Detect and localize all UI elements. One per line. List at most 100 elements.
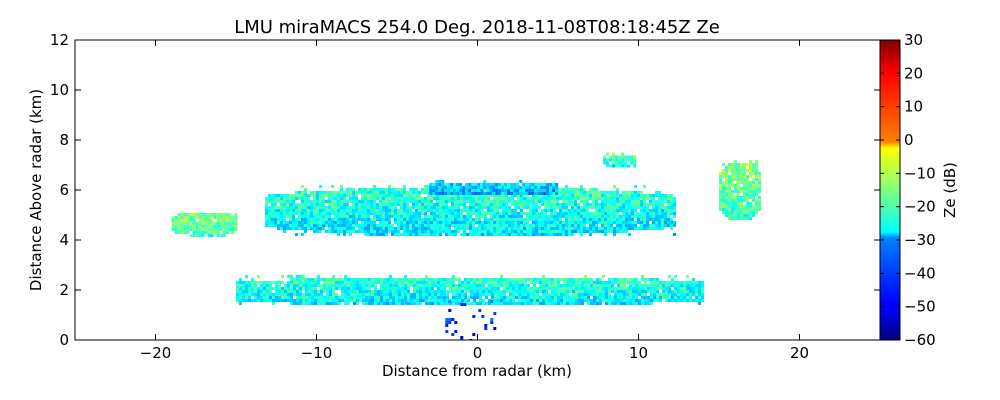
ze-cell (670, 224, 673, 227)
ze-cell (592, 221, 595, 224)
ze-cell (428, 302, 431, 305)
ze-cell (649, 209, 652, 212)
ze-cell (650, 284, 653, 287)
ze-cell (515, 302, 518, 305)
ze-cell (483, 192, 487, 195)
ze-cell (743, 172, 746, 175)
ze-cell (673, 233, 676, 236)
ze-cell (595, 191, 598, 194)
ze-cell (743, 193, 746, 196)
ze-cell (601, 224, 604, 227)
ze-cell (459, 183, 463, 186)
ze-cell (301, 200, 304, 203)
ze-cell (544, 233, 547, 236)
ze-cell (367, 224, 370, 227)
ze-cell (331, 227, 334, 230)
ze-cell (740, 211, 743, 214)
ze-cell (335, 299, 338, 302)
ze-cell (478, 197, 481, 200)
ze-cell (467, 302, 470, 305)
ze-cell (674, 293, 677, 296)
ze-cell (637, 191, 640, 194)
ze-cell (421, 233, 424, 236)
ze-cell (352, 230, 355, 233)
ze-cell (512, 287, 515, 290)
ze-cell (272, 302, 275, 305)
ze-cell (380, 284, 383, 287)
ze-cell (458, 302, 461, 305)
ze-cell (734, 160, 737, 163)
ze-cell (317, 278, 320, 281)
ze-cell (532, 206, 535, 209)
ze-cell (626, 302, 629, 305)
ze-cell (520, 209, 523, 212)
ze-cell (295, 209, 298, 212)
ze-cell (737, 202, 740, 205)
ze-cell (743, 211, 746, 214)
ze-cell (599, 290, 602, 293)
ze-cell (257, 299, 260, 302)
ze-cell (583, 221, 586, 224)
ze-cell (481, 197, 484, 200)
ze-cell (609, 164, 613, 168)
ze-cell (479, 278, 482, 281)
ze-cell (269, 296, 272, 299)
ze-cell (465, 186, 469, 189)
ze-cell (180, 222, 184, 225)
ze-cell (419, 284, 422, 287)
ze-cell (587, 293, 590, 296)
ze-cell (592, 206, 595, 209)
ze-cell (463, 209, 466, 212)
ze-cell (619, 224, 622, 227)
ze-cell (283, 209, 286, 212)
ze-cell (466, 227, 469, 230)
ze-cell (725, 199, 728, 202)
ze-cell (511, 215, 514, 218)
ze-cell (740, 202, 743, 205)
ze-cell (481, 221, 484, 224)
ze-cell (293, 290, 296, 293)
ze-cell (631, 203, 634, 206)
ze-cell (344, 296, 347, 299)
ze-cell (344, 281, 347, 284)
ze-cell (442, 197, 445, 200)
ze-cell (236, 281, 239, 284)
ze-cell (355, 215, 358, 218)
ze-cell (484, 221, 487, 224)
ze-cell (563, 287, 566, 290)
ze-cell (454, 194, 457, 197)
ze-cell (544, 212, 547, 215)
ze-cell (424, 224, 427, 227)
ze-cell (506, 281, 509, 284)
ze-cell (584, 299, 587, 302)
ze-cell (670, 212, 673, 215)
ze-cell (463, 224, 466, 227)
ze-cell (638, 287, 641, 290)
ze-cell (643, 227, 646, 230)
ze-cell (734, 217, 737, 220)
ze-cell (638, 281, 641, 284)
ze-cell (501, 189, 505, 192)
ze-cell (425, 275, 428, 278)
ze-cell (341, 281, 344, 284)
ze-cell (477, 189, 481, 192)
ze-cell (439, 194, 442, 197)
ze-cell (340, 218, 343, 221)
ze-cell (496, 230, 499, 233)
ze-cell (640, 224, 643, 227)
ze-cell (574, 209, 577, 212)
ze-cell (295, 212, 298, 215)
ze-cell (287, 296, 290, 299)
ze-cell (445, 218, 448, 221)
ze-cell (556, 194, 559, 197)
ze-cell (404, 284, 407, 287)
ze-cell (671, 296, 674, 299)
ze-cell (661, 221, 664, 224)
ze-cell (386, 299, 389, 302)
ze-cell (513, 183, 517, 186)
ze-cell (743, 196, 746, 199)
ze-cell (379, 209, 382, 212)
ze-cell (311, 293, 314, 296)
ze-cell (343, 203, 346, 206)
